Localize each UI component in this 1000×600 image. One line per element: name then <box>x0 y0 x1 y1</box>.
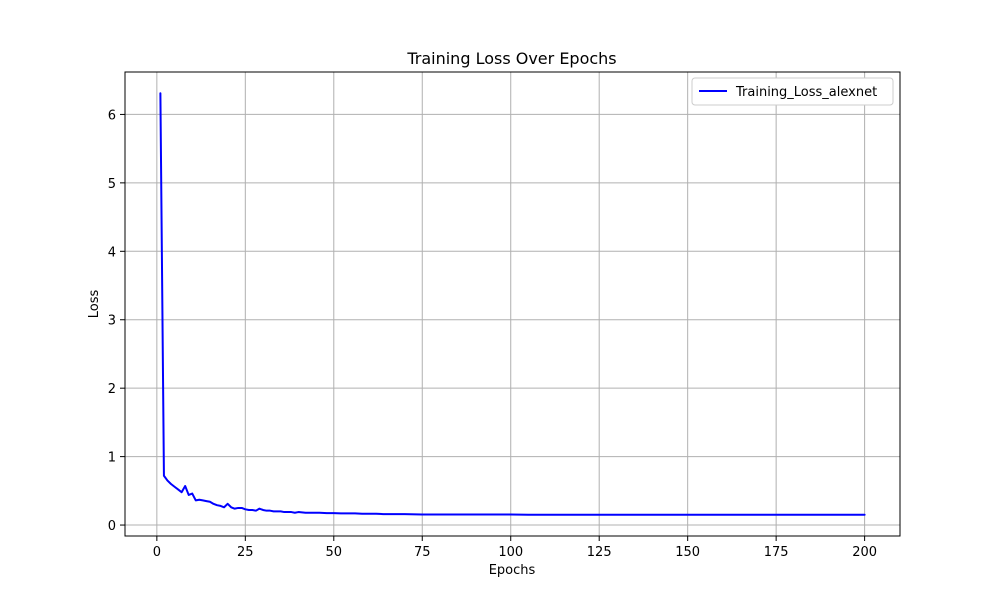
y-axis-label: Loss <box>87 290 102 319</box>
series-layer <box>159 92 866 516</box>
x-tick-label: 125 <box>587 545 612 560</box>
y-tick-label: 6 <box>108 108 116 123</box>
x-tick-label: 175 <box>764 545 789 560</box>
legend: Training_Loss_alexnet <box>691 77 894 106</box>
y-tick-label: 0 <box>108 519 116 534</box>
series-line-training-loss-alexnet <box>159 92 866 516</box>
y-tick-label: 1 <box>108 451 116 466</box>
x-tick-label: 200 <box>852 545 877 560</box>
legend-label: Training_Loss_alexnet <box>735 85 877 100</box>
y-tick-label: 5 <box>108 177 116 192</box>
x-tick-label: 50 <box>326 545 343 560</box>
x-tick-label: 75 <box>414 545 431 560</box>
plot-frame <box>124 71 901 537</box>
x-tick-label: 100 <box>498 545 523 560</box>
x-axis-label: Epochs <box>489 563 536 578</box>
x-tick-label: 150 <box>675 545 700 560</box>
legend-box <box>691 77 894 106</box>
x-tick-label: 0 <box>153 545 161 560</box>
y-tick-label: 2 <box>108 382 116 397</box>
ticks: 0 25 50 75 100 125 150 175 200 0 1 2 3 4 5 6 <box>108 108 877 560</box>
y-tick-label: 3 <box>108 314 116 329</box>
chart-title: Training Loss Over Epochs <box>406 49 616 68</box>
grid <box>125 72 900 536</box>
y-tick-label: 4 <box>108 245 116 260</box>
x-tick-label: 25 <box>237 545 254 560</box>
